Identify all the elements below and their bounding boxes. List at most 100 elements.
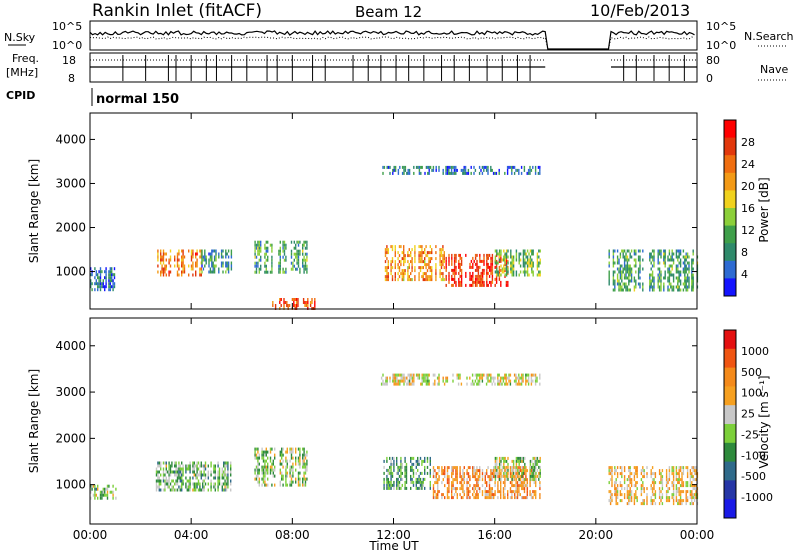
data-cell <box>612 288 615 292</box>
data-cell <box>460 283 463 287</box>
data-cell <box>192 464 194 468</box>
data-cell <box>496 474 498 478</box>
data-cell <box>506 165 509 169</box>
data-cell <box>299 459 301 463</box>
data-cell <box>445 283 447 287</box>
data-cell <box>612 261 615 265</box>
data-cell <box>169 464 172 468</box>
data-cell <box>181 273 183 277</box>
data-cell <box>481 171 484 175</box>
data-cell <box>615 502 617 506</box>
data-cell <box>441 493 443 497</box>
data-cell <box>162 252 165 256</box>
data-cell <box>434 373 436 377</box>
colorbar-tick-label: 1000 <box>741 345 769 358</box>
data-cell <box>500 462 502 466</box>
data-cell <box>691 499 693 503</box>
data-cell <box>523 168 526 172</box>
data-cell <box>287 304 289 307</box>
data-cell <box>412 480 415 484</box>
data-cell <box>261 471 263 475</box>
data-cell <box>494 459 497 463</box>
data-cell <box>507 261 509 265</box>
data-cell <box>220 261 223 265</box>
data-cell <box>643 487 645 491</box>
data-cell <box>185 476 187 480</box>
data-cell <box>446 168 449 172</box>
data-cell <box>499 376 502 380</box>
data-cell <box>535 459 537 463</box>
data-cell <box>295 477 297 481</box>
data-cell <box>502 490 505 494</box>
data-cell <box>466 472 468 476</box>
data-cell <box>653 493 655 497</box>
data-cell <box>532 270 534 274</box>
data-cell <box>203 464 205 468</box>
data-cell <box>671 285 673 289</box>
data-cell <box>425 263 427 267</box>
data-cell <box>635 493 637 497</box>
data-cell <box>628 288 630 292</box>
data-cell <box>303 459 305 463</box>
data-cell <box>419 486 422 490</box>
data-cell <box>491 259 494 263</box>
data-cell <box>653 484 655 488</box>
noise-traces <box>89 30 695 50</box>
data-cell <box>504 382 506 386</box>
data-cell <box>500 259 502 263</box>
data-cell <box>619 255 622 259</box>
data-cell <box>651 264 654 268</box>
data-cell <box>467 487 470 491</box>
data-cell <box>623 273 626 277</box>
data-cell <box>299 462 301 466</box>
x-tick-label: 20:00 <box>579 528 614 542</box>
data-cell <box>512 267 515 271</box>
data-cell <box>413 165 415 169</box>
data-cell <box>438 373 440 377</box>
data-cell <box>491 253 494 257</box>
data-cell <box>476 265 478 269</box>
data-cell <box>396 376 398 380</box>
data-cell <box>521 484 523 488</box>
data-cell <box>105 273 107 277</box>
data-cell <box>183 264 186 268</box>
data-cell <box>526 255 529 259</box>
data-cell <box>164 270 166 274</box>
data-cell <box>668 252 671 256</box>
data-cell <box>158 470 160 474</box>
data-cell <box>410 254 412 258</box>
data-cell <box>675 466 678 470</box>
data-cell <box>695 466 697 470</box>
data-cell <box>643 472 645 476</box>
data-cell <box>195 476 197 480</box>
data-cell <box>230 464 232 468</box>
data-cell <box>477 277 480 281</box>
data-cell <box>182 482 184 486</box>
data-cell <box>306 465 308 469</box>
data-cell <box>411 257 413 261</box>
data-cell <box>684 258 686 262</box>
data-cell <box>508 165 510 169</box>
data-cell <box>526 484 528 488</box>
data-cell <box>304 246 307 250</box>
data-cell <box>526 490 528 494</box>
data-cell <box>522 466 524 470</box>
data-cell <box>503 456 505 460</box>
data-cell <box>267 456 269 460</box>
data-cell <box>623 475 626 479</box>
data-cell <box>432 168 435 172</box>
data-cell <box>621 499 623 503</box>
data-cell <box>672 285 675 289</box>
data-cell <box>175 488 177 492</box>
data-cell <box>451 259 453 263</box>
data-cell <box>429 459 431 463</box>
data-cell <box>442 171 444 175</box>
data-cell <box>220 255 223 259</box>
data-cell <box>692 493 694 497</box>
data-cell <box>384 251 387 255</box>
data-cell <box>488 373 491 377</box>
data-cell <box>161 264 163 268</box>
data-cell <box>679 279 682 283</box>
data-cell <box>643 475 645 479</box>
data-cell <box>622 270 624 274</box>
